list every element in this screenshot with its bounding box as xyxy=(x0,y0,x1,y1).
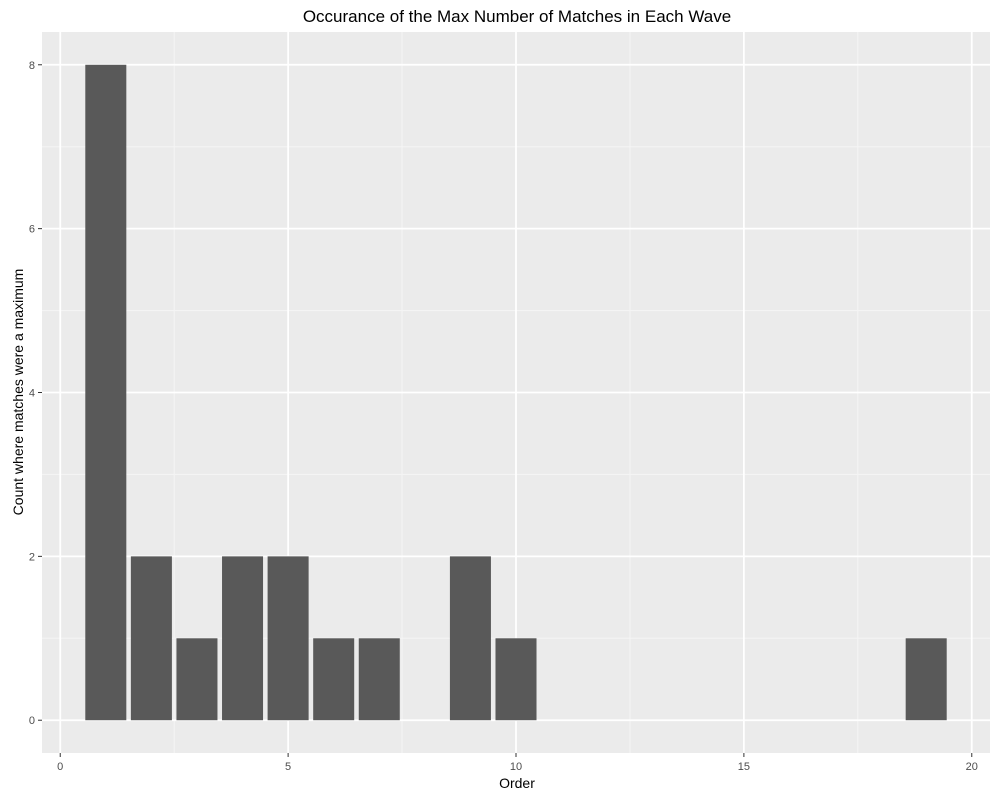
y-axis-ticks: 0 2 4 6 8 xyxy=(29,60,42,727)
y-axis-label: Count where matches were a maximum xyxy=(10,269,26,516)
y-tick-label: 4 xyxy=(29,388,35,400)
x-tick-label: 0 xyxy=(57,761,63,773)
x-tick-label: 20 xyxy=(966,761,978,773)
bars xyxy=(85,64,947,721)
y-tick-label: 0 xyxy=(29,715,35,727)
x-tick-label: 5 xyxy=(285,761,291,773)
x-axis-ticks: 0 5 10 15 20 xyxy=(57,753,978,773)
bar xyxy=(905,638,947,721)
x-tick-label: 10 xyxy=(510,761,522,773)
bar xyxy=(130,556,172,721)
y-tick-label: 2 xyxy=(29,551,35,563)
bar xyxy=(267,556,309,721)
y-tick-label: 6 xyxy=(29,224,35,236)
x-axis-label: Order xyxy=(499,775,535,791)
bar xyxy=(495,638,537,721)
bar xyxy=(358,638,400,721)
bar xyxy=(313,638,355,721)
bar xyxy=(176,638,218,721)
y-tick-label: 8 xyxy=(29,60,35,72)
bar xyxy=(85,64,127,721)
bar xyxy=(222,556,264,721)
x-tick-label: 15 xyxy=(738,761,750,773)
chart-title: Occurance of the Max Number of Matches i… xyxy=(303,7,731,26)
bar xyxy=(449,556,491,721)
